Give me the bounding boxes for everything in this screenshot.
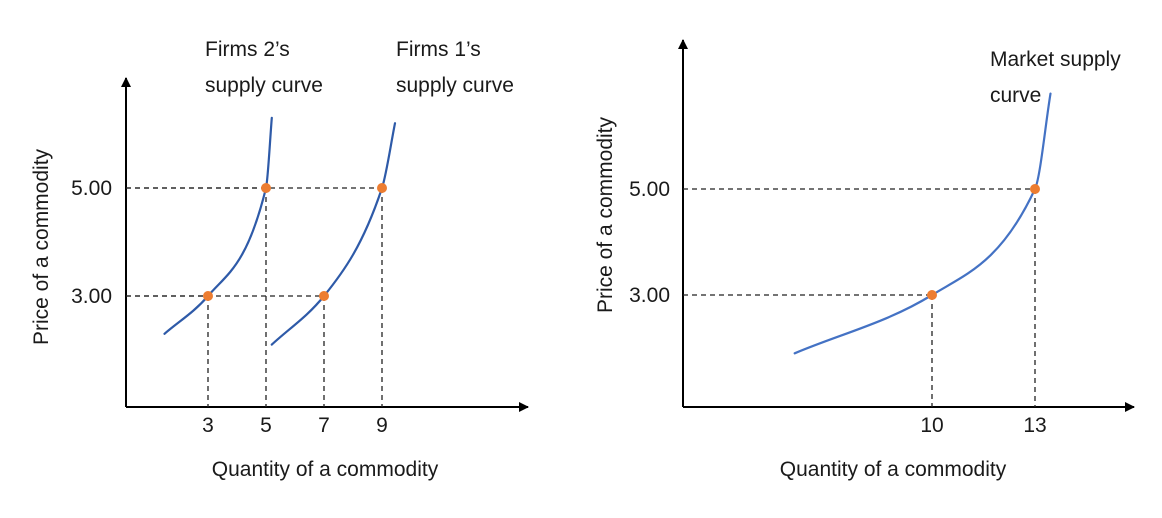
curve-label: Firms 2’s [205, 38, 290, 61]
chart-panel-2: Market supply curve 10 13 3.00 5.00 Quantity o… [594, 39, 1135, 481]
x-tick-label: 9 [376, 414, 388, 437]
curve-label: curve [990, 84, 1041, 107]
marked-point [203, 291, 213, 301]
x-tick-label: 7 [318, 414, 330, 437]
curve-label: supply curve [205, 74, 323, 97]
supply-curve-line [793, 92, 1052, 355]
x-tick-label: 10 [920, 414, 943, 437]
y-axis-title: Price of a commodity [594, 116, 617, 313]
x-axis-title: Quantity of a commodity [780, 458, 1007, 481]
y-axis-title: Price of a commodity [30, 148, 53, 345]
marked-point [377, 183, 387, 193]
x-axis-title: Quantity of a commodity [212, 458, 439, 481]
supply-curve-line [270, 122, 397, 346]
marked-point [261, 183, 271, 193]
y-tick-label: 5.00 [629, 178, 670, 201]
marked-point [927, 290, 937, 300]
x-tick-label: 3 [202, 414, 214, 437]
y-tick-label: 3.00 [71, 285, 112, 308]
x-tick-label: 13 [1023, 414, 1046, 437]
curve-label: supply curve [396, 74, 514, 97]
supply-curve-line [163, 116, 273, 335]
y-tick-label: 3.00 [629, 284, 670, 307]
marked-point [319, 291, 329, 301]
y-tick-label: 5.00 [71, 177, 112, 200]
curve-label: Market supply [990, 48, 1121, 71]
marked-point [1030, 184, 1040, 194]
curve-label: Firms 1’s [396, 38, 481, 61]
chart-panel-1: Firms 2’s supply curve Firms 1’s supply cur… [30, 38, 529, 481]
x-tick-label: 5 [260, 414, 272, 437]
